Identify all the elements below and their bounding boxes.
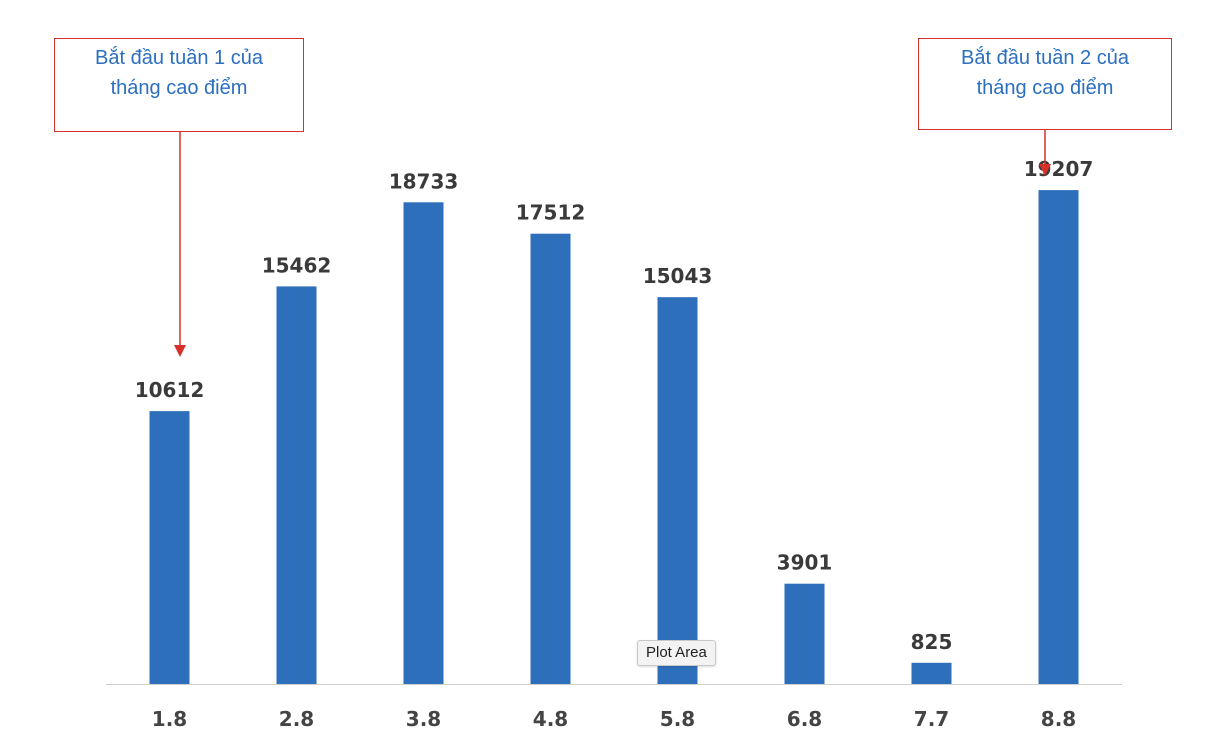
annotation-arrow-1-head xyxy=(174,345,186,357)
x-tick-label-5.8: 5.8 xyxy=(660,707,695,731)
x-tick-label-6.8: 6.8 xyxy=(787,707,822,731)
data-label-7.7: 825 xyxy=(911,630,953,654)
bar-4.8 xyxy=(530,233,571,685)
annotation-box-week-2: Bắt đầu tuần 2 của tháng cao điểm xyxy=(918,38,1172,130)
bar-5.8 xyxy=(657,297,698,684)
x-tick-label-8.8: 8.8 xyxy=(1041,707,1076,731)
data-labels-group: 10612 15462 18733 17512 15043 3901 825 19207 xyxy=(135,157,1094,654)
x-tick-label-3.8: 3.8 xyxy=(406,707,441,731)
data-label-1.8: 10612 xyxy=(135,378,205,402)
bar-2.8 xyxy=(276,286,317,684)
bar-8.8 xyxy=(1038,190,1079,684)
bar-1.8 xyxy=(149,411,190,684)
x-tick-label-7.7: 7.7 xyxy=(914,707,949,731)
x-tick-label-4.8: 4.8 xyxy=(533,707,568,731)
x-tick-labels-group: 1.8 2.8 3.8 4.8 5.8 6.8 7.7 8.8 xyxy=(152,707,1076,731)
data-label-6.8: 3901 xyxy=(777,551,833,575)
x-tick-label-2.8: 2.8 xyxy=(279,707,314,731)
plot-area-tooltip: Plot Area xyxy=(637,640,716,666)
data-label-4.8: 17512 xyxy=(516,201,586,225)
bars-group xyxy=(149,190,1079,685)
data-label-3.8: 18733 xyxy=(389,169,459,193)
x-tick-label-1.8: 1.8 xyxy=(152,707,187,731)
bar-6.8 xyxy=(784,583,825,684)
data-label-8.8: 19207 xyxy=(1024,157,1094,181)
data-label-5.8: 15043 xyxy=(643,264,713,288)
bar-7.7 xyxy=(911,662,952,684)
annotation-arrows-group xyxy=(174,130,1051,357)
annotation-arrow-2-head xyxy=(1039,164,1051,176)
data-label-2.8: 15462 xyxy=(262,253,332,277)
annotation-box-week-1: Bắt đầu tuần 1 của tháng cao điểm xyxy=(54,38,304,132)
bar-3.8 xyxy=(403,202,444,684)
